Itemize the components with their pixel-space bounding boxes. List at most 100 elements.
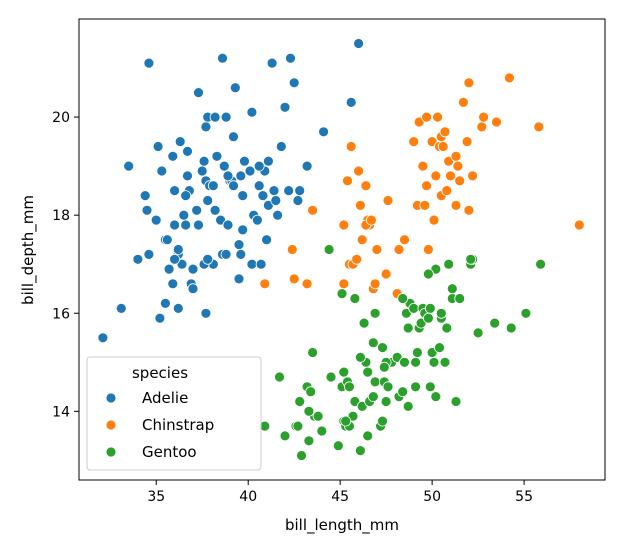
point-adelie-91 bbox=[235, 248, 247, 260]
point-adelie-88 bbox=[150, 214, 162, 226]
point-chinstrap-50 bbox=[503, 72, 515, 84]
point-adelie-38 bbox=[202, 195, 214, 206]
point-chinstrap-45 bbox=[463, 77, 475, 89]
point-chinstrap-7 bbox=[342, 175, 353, 187]
point-chinstrap-53 bbox=[421, 111, 433, 123]
point-gentoo-94 bbox=[422, 268, 434, 280]
point-adelie-99 bbox=[246, 106, 258, 118]
point-gentoo-18 bbox=[338, 366, 350, 378]
point-chinstrap-4 bbox=[307, 204, 319, 216]
y-tick-label-14: 14 bbox=[52, 404, 70, 420]
point-chinstrap-49 bbox=[491, 116, 502, 128]
point-adelie-65 bbox=[257, 190, 269, 202]
point-chinstrap-9 bbox=[345, 141, 357, 152]
point-chinstrap-29 bbox=[422, 244, 434, 255]
point-gentoo-37 bbox=[382, 381, 394, 393]
point-chinstrap-61 bbox=[365, 214, 377, 226]
point-chinstrap-20 bbox=[371, 244, 383, 255]
point-adelie-0 bbox=[97, 332, 109, 344]
point-adelie-53 bbox=[228, 131, 239, 143]
point-gentoo-70 bbox=[505, 322, 517, 334]
point-adelie-84 bbox=[209, 111, 221, 123]
legend-marker-chinstrap bbox=[105, 419, 117, 431]
point-adelie-72 bbox=[275, 141, 287, 152]
legend-box bbox=[86, 356, 262, 471]
point-gentoo-81 bbox=[465, 253, 477, 265]
point-gentoo-36 bbox=[380, 396, 392, 407]
point-adelie-46 bbox=[217, 52, 228, 64]
point-chinstrap-44 bbox=[461, 136, 473, 148]
point-adelie-9 bbox=[152, 141, 164, 152]
point-adelie-1 bbox=[115, 302, 127, 314]
point-adelie-45 bbox=[215, 214, 227, 226]
point-adelie-67 bbox=[262, 199, 274, 211]
point-chinstrap-57 bbox=[450, 199, 462, 211]
point-adelie-63 bbox=[253, 180, 265, 192]
point-chinstrap-15 bbox=[360, 180, 372, 192]
point-gentoo-90 bbox=[402, 322, 414, 334]
point-gentoo-58 bbox=[430, 391, 442, 403]
point-adelie-37 bbox=[200, 307, 212, 319]
point-adelie-14 bbox=[161, 234, 173, 246]
point-chinstrap-12 bbox=[353, 165, 365, 177]
point-gentoo-54 bbox=[422, 312, 434, 324]
point-gentoo-8 bbox=[303, 435, 315, 447]
point-gentoo-61 bbox=[439, 356, 451, 368]
point-gentoo-84 bbox=[367, 391, 379, 403]
point-adelie-35 bbox=[198, 155, 210, 167]
x-tick-label-50: 50 bbox=[423, 489, 441, 505]
point-chinstrap-56 bbox=[417, 160, 429, 172]
point-adelie-68 bbox=[266, 57, 278, 69]
point-gentoo-89 bbox=[410, 356, 422, 368]
point-gentoo-22 bbox=[343, 381, 355, 393]
point-chinstrap-21 bbox=[380, 268, 392, 280]
point-gentoo-12 bbox=[312, 410, 324, 422]
point-chinstrap-58 bbox=[439, 126, 451, 138]
point-gentoo-13 bbox=[323, 244, 335, 255]
point-chinstrap-24 bbox=[408, 136, 420, 148]
point-adelie-4 bbox=[139, 190, 151, 202]
point-adelie-59 bbox=[244, 165, 256, 177]
point-adelie-16 bbox=[167, 278, 179, 290]
point-adelie-22 bbox=[172, 244, 184, 255]
point-gentoo-48 bbox=[410, 381, 422, 393]
point-gentoo-42 bbox=[397, 386, 409, 398]
point-chinstrap-40 bbox=[450, 150, 462, 162]
point-chinstrap-47 bbox=[476, 121, 488, 133]
point-gentoo-80 bbox=[446, 283, 458, 295]
point-gentoo-79 bbox=[430, 263, 442, 275]
point-adelie-62 bbox=[251, 214, 263, 226]
point-adelie-73 bbox=[279, 101, 291, 113]
point-gentoo-43 bbox=[399, 356, 410, 368]
point-chinstrap-32 bbox=[430, 170, 442, 182]
point-adelie-80 bbox=[318, 126, 330, 138]
point-adelie-18 bbox=[169, 219, 181, 231]
point-adelie-24 bbox=[176, 258, 188, 270]
legend-label-chinstrap: Chinstrap bbox=[142, 416, 214, 434]
point-gentoo-91 bbox=[369, 307, 381, 319]
point-chinstrap-11 bbox=[351, 253, 363, 265]
point-adelie-77 bbox=[292, 195, 304, 206]
point-gentoo-86 bbox=[316, 425, 328, 437]
point-chinstrap-42 bbox=[454, 175, 466, 187]
point-adelie-7 bbox=[143, 248, 155, 260]
point-gentoo-34 bbox=[377, 342, 388, 354]
point-gentoo-45 bbox=[402, 400, 414, 412]
point-chinstrap-63 bbox=[286, 244, 298, 255]
point-gentoo-57 bbox=[428, 356, 440, 368]
x-tick-label-35: 35 bbox=[147, 489, 165, 505]
point-adelie-100 bbox=[261, 234, 273, 246]
legend: species Adelie Chinstrap Gentoo bbox=[86, 356, 262, 471]
point-chinstrap-48 bbox=[478, 111, 490, 123]
legend-title: species bbox=[132, 364, 188, 382]
point-adelie-81 bbox=[345, 97, 357, 108]
point-gentoo-25 bbox=[354, 445, 366, 457]
point-adelie-44 bbox=[211, 150, 223, 162]
point-gentoo-49 bbox=[411, 347, 423, 358]
point-chinstrap-26 bbox=[413, 116, 425, 128]
point-gentoo-4 bbox=[292, 420, 304, 432]
point-adelie-58 bbox=[239, 155, 250, 167]
point-chinstrap-19 bbox=[369, 278, 381, 290]
point-chinstrap-60 bbox=[382, 195, 394, 206]
point-adelie-76 bbox=[288, 77, 300, 89]
